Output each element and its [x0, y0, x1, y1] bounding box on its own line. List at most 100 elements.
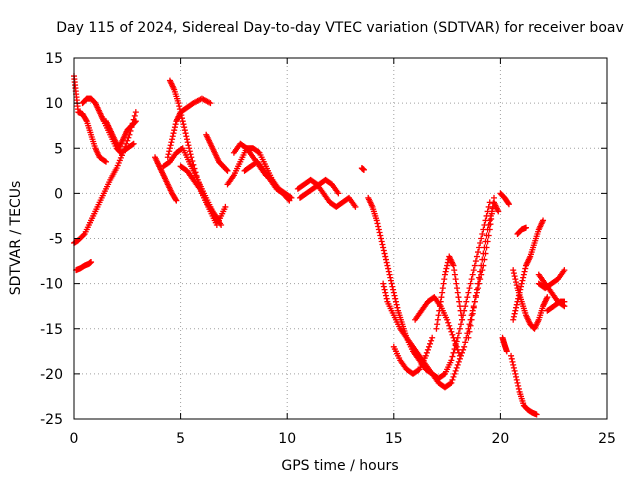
series-arc32 — [544, 298, 568, 314]
data-point — [451, 271, 458, 278]
data-point — [392, 298, 399, 305]
series-arc5 — [102, 118, 139, 152]
data-point — [515, 292, 522, 299]
data-point — [440, 280, 447, 287]
data-point — [511, 273, 518, 280]
data-point — [447, 325, 454, 332]
data-point — [495, 208, 502, 215]
data-point — [169, 136, 176, 143]
data-point — [378, 235, 385, 242]
data-point — [451, 337, 458, 344]
data-point — [479, 256, 486, 263]
data-point — [510, 316, 517, 323]
data-point — [459, 316, 466, 323]
data-point — [457, 321, 464, 328]
data-point — [415, 367, 422, 374]
data-point — [476, 244, 483, 251]
data-point — [381, 286, 388, 293]
data-point — [466, 328, 473, 335]
data-point — [508, 355, 515, 362]
data-point — [463, 298, 470, 305]
y-tick-label: 5 — [54, 141, 63, 157]
data-point — [461, 343, 468, 350]
data-point — [448, 357, 455, 364]
data-point — [513, 301, 520, 308]
data-point — [186, 145, 193, 152]
data-point — [285, 196, 292, 203]
data-point — [173, 197, 180, 204]
data-point — [513, 376, 520, 383]
data-point — [465, 325, 472, 332]
data-point — [512, 276, 519, 283]
data-point — [184, 139, 191, 146]
data-point — [384, 262, 391, 269]
data-point — [207, 100, 214, 107]
data-point — [475, 249, 482, 256]
data-point — [462, 339, 469, 346]
data-point — [468, 316, 475, 323]
data-point — [383, 259, 390, 266]
y-axis-label: SDTVAR / TECUs — [8, 181, 24, 296]
data-point — [509, 358, 516, 365]
data-point — [382, 289, 389, 296]
data-point — [435, 312, 442, 319]
data-point — [183, 133, 190, 140]
series-arc25 — [499, 334, 510, 355]
plot-frame — [73, 57, 608, 420]
series-arc22 — [433, 253, 466, 332]
data-point — [375, 226, 382, 233]
data-point — [476, 274, 483, 281]
y-tick-label: -10 — [40, 277, 63, 293]
data-point — [510, 364, 517, 371]
data-point — [441, 271, 448, 278]
data-point — [462, 303, 469, 310]
data-point — [385, 265, 392, 272]
data-point — [452, 367, 459, 374]
chart-title: Day 115 of 2024, Sidereal Day-to-day VTE… — [56, 20, 624, 36]
series-arc4 — [73, 258, 95, 274]
series-arc16 — [296, 176, 342, 201]
data-point — [450, 334, 457, 341]
data-point — [394, 304, 401, 311]
data-point — [466, 285, 473, 292]
data-point — [132, 118, 139, 125]
data-point — [519, 277, 526, 284]
data-point — [511, 367, 518, 374]
data-point — [516, 289, 523, 296]
data-point — [175, 100, 182, 107]
data-point — [512, 370, 519, 377]
series-arc30 — [535, 271, 568, 310]
axis-ticks — [73, 57, 608, 420]
data-point — [377, 232, 384, 239]
data-point — [510, 361, 517, 368]
data-point — [446, 322, 453, 329]
data-point — [451, 370, 458, 377]
data-point — [423, 349, 430, 356]
data-point — [440, 371, 447, 378]
data-point — [444, 262, 451, 269]
data-point — [88, 258, 95, 265]
data-point — [471, 298, 478, 305]
data-point — [469, 310, 476, 317]
series-arc14 — [241, 158, 293, 204]
data-point — [391, 292, 398, 299]
data-point — [443, 265, 450, 272]
data-point — [513, 373, 520, 380]
data-point — [472, 258, 479, 265]
data-point — [453, 280, 460, 287]
data-point — [387, 277, 394, 284]
data-point — [168, 139, 175, 146]
data-point — [478, 271, 485, 278]
data-point — [375, 223, 382, 230]
series-arc29 — [514, 224, 529, 237]
data-point — [470, 304, 477, 311]
data-point — [452, 276, 459, 283]
data-point — [392, 295, 399, 302]
data-point — [514, 379, 521, 386]
x-tick-label: 10 — [278, 431, 296, 447]
data-point — [172, 196, 179, 203]
data-point — [485, 221, 492, 228]
data-point — [189, 158, 196, 165]
data-point — [520, 274, 527, 281]
